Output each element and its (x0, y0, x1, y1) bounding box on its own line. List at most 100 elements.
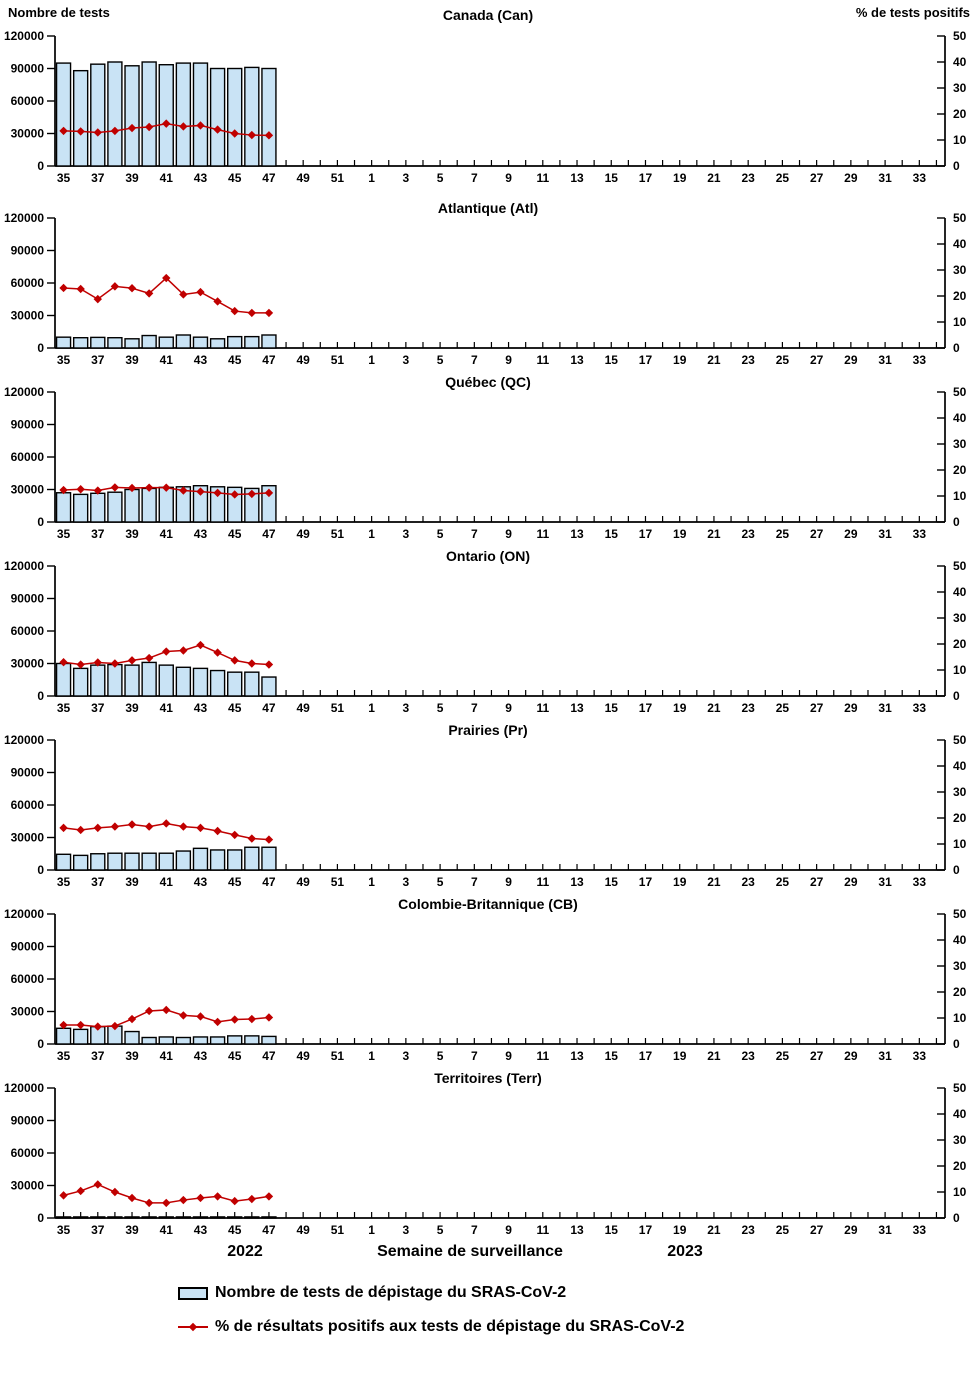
positivity-line (59, 1180, 274, 1208)
x-tick-label: 9 (505, 875, 512, 888)
x-tick-label: 41 (160, 701, 174, 714)
left-tick-label: 60000 (11, 972, 45, 986)
x-tick-label: 39 (125, 527, 139, 540)
left-tick-label: 60000 (11, 1146, 45, 1160)
x-tick-label: 21 (707, 171, 721, 185)
left-tick-label: 60000 (11, 276, 45, 290)
x-tick-label: 5 (437, 353, 444, 366)
diamond-marker (196, 640, 205, 650)
x-tick-label: 47 (262, 527, 276, 540)
left-tick-label: 120000 (4, 385, 44, 399)
bar (175, 62, 192, 167)
bar (90, 664, 106, 697)
bar (244, 335, 260, 349)
x-tick-label: 43 (194, 171, 208, 185)
diamond-marker (213, 125, 222, 134)
x-tick-label: 3 (403, 171, 410, 185)
left-tick-label: 90000 (11, 62, 45, 76)
right-tick-label: 40 (953, 933, 967, 947)
x-tick-label: 45 (228, 1223, 242, 1236)
left-axis-title: Nombre de tests (8, 5, 110, 20)
x-tick-label: 43 (194, 701, 208, 714)
bar (141, 661, 157, 697)
diamond-marker (247, 1014, 257, 1024)
x-tick-label: 35 (57, 1223, 71, 1236)
x-tick-label: 33 (913, 171, 927, 185)
bar (90, 853, 106, 871)
right-tick-label: 10 (953, 1185, 967, 1199)
x-axis-title: Semaine de surveillance (377, 1243, 563, 1260)
x-tick-label: 33 (913, 1049, 927, 1062)
bar (227, 335, 243, 349)
bar (227, 67, 243, 167)
diamond-marker (93, 823, 102, 833)
bar (141, 1216, 157, 1219)
bar (107, 61, 123, 167)
bar (72, 1028, 89, 1045)
x-tick-label: 37 (91, 875, 105, 888)
x-tick-label: 43 (194, 1049, 208, 1062)
bar (209, 1216, 226, 1219)
bar (261, 485, 277, 523)
bar (107, 663, 123, 697)
bar (209, 1036, 226, 1045)
x-tick-label: 19 (673, 171, 687, 185)
bar (261, 1035, 277, 1045)
diamond-marker (162, 483, 171, 492)
diamond-marker (110, 659, 120, 668)
diamond-marker (162, 119, 171, 128)
x-tick-label: 33 (913, 1223, 927, 1236)
x-tick-label: 5 (437, 527, 444, 540)
diamond-marker (179, 822, 188, 831)
right-tick-label: 10 (953, 837, 967, 851)
bar (209, 67, 226, 167)
x-tick-label: 41 (160, 353, 174, 366)
left-tick-label: 90000 (11, 418, 45, 432)
x-tick-label: 11 (536, 701, 549, 714)
left-tick-label: 0 (37, 689, 44, 703)
diamond-marker (144, 822, 154, 831)
panel-title-prairies: Prairies (Pr) (448, 722, 528, 738)
x-tick-label: 49 (296, 527, 310, 540)
right-tick-label: 20 (953, 289, 967, 303)
x-tick-label: 27 (810, 701, 824, 714)
right-tick-label: 0 (953, 515, 960, 529)
x-tick-label: 51 (331, 171, 345, 185)
diamond-marker (110, 1187, 120, 1197)
x-tick-label: 47 (262, 171, 276, 185)
right-tick-label: 50 (953, 385, 967, 399)
diamond-marker (127, 284, 137, 293)
x-tick-label: 33 (913, 353, 927, 366)
diamond-marker (196, 121, 205, 130)
x-tick-label: 27 (810, 171, 824, 185)
diamond-marker (110, 483, 120, 492)
x-tick-label: 23 (741, 171, 755, 185)
x-tick-label: 5 (437, 875, 444, 888)
left-tick-label: 120000 (4, 1081, 44, 1095)
x-tick-label: 3 (403, 1049, 410, 1062)
right-tick-label: 50 (953, 907, 967, 921)
bar (175, 850, 192, 871)
legend-label-positivity: % de résultats positifs aux tests de dép… (215, 1318, 685, 1335)
x-tick-label: 21 (707, 353, 721, 366)
line-swatch-icon (178, 1321, 208, 1333)
left-tick-label: 30000 (11, 1005, 45, 1019)
x-tick-label: 37 (91, 1223, 105, 1236)
diamond-marker (264, 308, 274, 318)
x-tick-label: 19 (673, 527, 687, 540)
right-tick-label: 30 (953, 785, 967, 799)
diamond-marker (264, 835, 274, 844)
bar (209, 849, 226, 871)
x-tick-label: 17 (639, 527, 653, 540)
left-tick-label: 0 (37, 515, 44, 529)
x-tick-label: 9 (505, 1223, 512, 1236)
bar (124, 65, 140, 167)
x-tick-label: 47 (262, 1049, 276, 1062)
diamond-marker (247, 1194, 257, 1204)
year-label-2022: 2022 (227, 1243, 263, 1260)
right-tick-label: 40 (953, 759, 967, 773)
bar (175, 666, 192, 697)
diamond-marker (110, 822, 120, 831)
